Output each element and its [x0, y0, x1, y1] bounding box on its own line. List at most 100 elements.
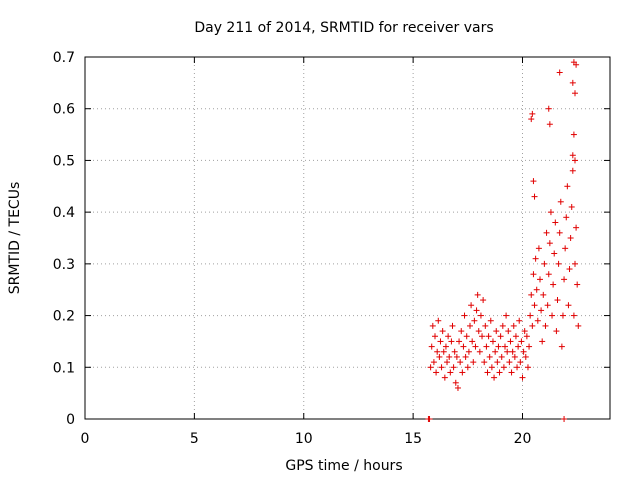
- data-point: [509, 348, 516, 355]
- data-point: [464, 364, 471, 371]
- data-point: [495, 343, 502, 350]
- data-point: [496, 369, 503, 376]
- data-point: [549, 312, 556, 319]
- data-point: [553, 328, 560, 335]
- data-point: [561, 276, 568, 283]
- data-point: [506, 359, 513, 366]
- data-point: [463, 333, 470, 340]
- data-point: [528, 116, 535, 123]
- data-point: [428, 343, 435, 350]
- data-point: [545, 105, 552, 112]
- data-point: [494, 359, 501, 366]
- data-point: [514, 364, 521, 371]
- data-point: [498, 353, 505, 360]
- data-point: [459, 369, 466, 376]
- data-point: [517, 359, 524, 366]
- data-point: [462, 353, 469, 360]
- plot-frame: [84, 56, 611, 420]
- data-point: [540, 291, 547, 298]
- data-point: [497, 333, 504, 340]
- data-point: [446, 353, 453, 360]
- data-point: [435, 317, 442, 324]
- data-point: [491, 374, 498, 381]
- data-point: [519, 374, 526, 381]
- data-point: [447, 369, 454, 376]
- data-point: [504, 348, 511, 355]
- data-point: [484, 369, 491, 376]
- data-point: [507, 338, 514, 345]
- data-point: [556, 69, 563, 76]
- data-point: [482, 322, 489, 329]
- data-point: [551, 250, 558, 257]
- data-point: [566, 266, 573, 273]
- data-point: [485, 333, 492, 340]
- data-point: [508, 369, 515, 376]
- data-point: [503, 312, 510, 319]
- data-point: [445, 333, 452, 340]
- data-point: [569, 167, 576, 174]
- data-point: [439, 328, 446, 335]
- data-point: [465, 348, 472, 355]
- y-axis-label: SRMTID / TECUs: [7, 182, 23, 295]
- data-point: [488, 364, 495, 371]
- data-point: [438, 364, 445, 371]
- data-point: [499, 322, 506, 329]
- data-point: [557, 198, 564, 205]
- data-point: [546, 121, 553, 128]
- data-point: [520, 348, 527, 355]
- data-point: [562, 245, 569, 252]
- y-tick-label: 0.6: [53, 102, 75, 118]
- data-point: [537, 276, 543, 283]
- y-tick-label: 0.7: [53, 50, 75, 66]
- data-point: [528, 291, 535, 298]
- data-point: [558, 343, 565, 350]
- data-point: [564, 183, 571, 190]
- data-point: [532, 255, 539, 262]
- data-point: [563, 214, 570, 221]
- y-tick-label: 0.2: [53, 309, 75, 325]
- data-point: [541, 260, 548, 267]
- x-tick-label: 0: [81, 431, 90, 447]
- grid-lines: [85, 57, 610, 419]
- data-point: [550, 281, 557, 288]
- data-point: [453, 353, 460, 360]
- data-point: [530, 178, 537, 185]
- data-point: [505, 328, 512, 335]
- data-point: [521, 328, 528, 335]
- data-point: [530, 271, 537, 278]
- data-point: [554, 297, 561, 304]
- data-point: [545, 271, 552, 278]
- data-point: [515, 343, 522, 350]
- data-point: [570, 131, 577, 138]
- data-point: [476, 348, 483, 355]
- data-point: [518, 338, 525, 345]
- data-point: [538, 307, 545, 314]
- data-point: [458, 328, 465, 335]
- data-point: [522, 353, 529, 360]
- data-point: [512, 333, 519, 340]
- data-point: [471, 317, 478, 324]
- data-point: [535, 245, 542, 252]
- data-point: [483, 343, 490, 350]
- data-point: [451, 348, 458, 355]
- data-point: [526, 343, 533, 350]
- data-point: [531, 193, 538, 200]
- data-point: [570, 312, 577, 319]
- data-point: [450, 364, 457, 371]
- data-point: [452, 379, 459, 386]
- data-point: [569, 152, 576, 159]
- data-point: [574, 281, 581, 288]
- y-tick-label: 0.3: [53, 257, 75, 273]
- data-point: [454, 384, 461, 391]
- data-point: [442, 343, 449, 350]
- data-point: [568, 203, 575, 210]
- data-point: [441, 374, 448, 381]
- data-point: [565, 302, 572, 309]
- data-point: [477, 312, 484, 319]
- data-point: [433, 369, 440, 376]
- data-point: [472, 343, 479, 350]
- y-tick-label: 0.1: [53, 360, 75, 376]
- data-points: [425, 59, 582, 422]
- data-point: [547, 209, 554, 216]
- data-point: [432, 333, 438, 340]
